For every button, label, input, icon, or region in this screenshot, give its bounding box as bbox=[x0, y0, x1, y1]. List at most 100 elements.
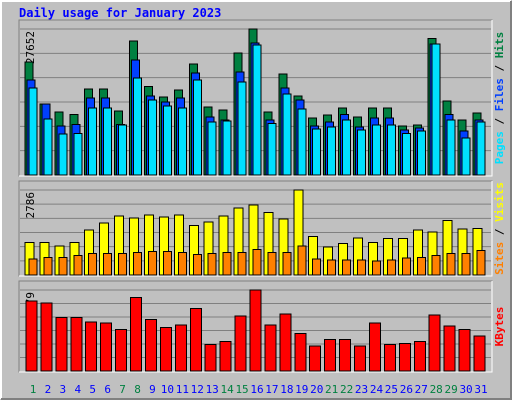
x-tick-label: 25 bbox=[385, 383, 398, 396]
x-tick-label: 29 bbox=[445, 383, 458, 396]
bar bbox=[354, 345, 367, 372]
legend-entry: Files bbox=[493, 78, 506, 111]
bar bbox=[297, 245, 307, 276]
bar bbox=[70, 317, 83, 372]
bar bbox=[252, 249, 262, 276]
bar bbox=[207, 121, 217, 176]
bar bbox=[357, 129, 367, 176]
bar bbox=[431, 254, 441, 276]
bar bbox=[204, 343, 217, 372]
legend-separator: / bbox=[493, 111, 506, 131]
bar bbox=[312, 128, 322, 176]
bar bbox=[473, 335, 486, 372]
x-tick-label: 10 bbox=[161, 383, 174, 396]
x-tick-label: 17 bbox=[265, 383, 278, 396]
bar bbox=[282, 93, 292, 176]
x-tick-label: 15 bbox=[235, 383, 248, 396]
bar bbox=[73, 254, 83, 276]
bar bbox=[401, 257, 411, 276]
x-tick-label: 13 bbox=[206, 383, 219, 396]
bar bbox=[294, 332, 307, 372]
y-max-label: 27652 bbox=[24, 31, 37, 64]
y-max-label: 2786 bbox=[24, 192, 37, 219]
panel-bevel bbox=[19, 20, 493, 177]
bar bbox=[73, 132, 83, 176]
x-tick-label: 7 bbox=[119, 383, 126, 396]
x-tick-label: 18 bbox=[280, 383, 293, 396]
bar bbox=[147, 99, 157, 176]
bar bbox=[28, 258, 38, 276]
bar bbox=[309, 345, 322, 372]
bar bbox=[368, 322, 381, 372]
bar bbox=[55, 317, 68, 372]
bar bbox=[118, 124, 128, 176]
bar bbox=[130, 296, 143, 372]
x-tick-label: 24 bbox=[370, 383, 384, 396]
bar bbox=[264, 324, 277, 372]
x-tick-label: 16 bbox=[250, 383, 263, 396]
bar bbox=[40, 302, 53, 372]
bar bbox=[401, 132, 411, 176]
bar bbox=[279, 313, 292, 372]
bar bbox=[342, 259, 352, 276]
legend-entry: Visits bbox=[493, 182, 506, 222]
x-tick-label: 5 bbox=[89, 383, 96, 396]
x-tick-label: 26 bbox=[400, 383, 413, 396]
bar bbox=[458, 329, 471, 372]
bar bbox=[413, 341, 426, 372]
legend: Sites / Visits bbox=[493, 182, 506, 275]
bar bbox=[324, 339, 337, 372]
bar bbox=[219, 341, 232, 372]
bar bbox=[398, 342, 411, 372]
bar bbox=[267, 122, 277, 176]
bar bbox=[133, 77, 143, 176]
legend: Pages / Files / Hits bbox=[493, 32, 506, 165]
bar bbox=[88, 107, 98, 176]
x-tick-label: 2 bbox=[45, 383, 52, 396]
bar bbox=[461, 137, 471, 176]
bar bbox=[58, 133, 68, 176]
bar bbox=[428, 314, 441, 372]
x-tick-label: 22 bbox=[340, 383, 353, 396]
x-tick-label: 30 bbox=[459, 383, 472, 396]
legend-entry: Sites bbox=[493, 242, 506, 275]
bar bbox=[25, 300, 38, 372]
legend-entry: Hits bbox=[493, 32, 506, 59]
bar bbox=[252, 44, 262, 176]
bar bbox=[177, 252, 187, 276]
bar bbox=[222, 252, 232, 276]
bar bbox=[416, 256, 426, 276]
bar bbox=[103, 107, 113, 176]
bar bbox=[177, 107, 187, 176]
bar bbox=[386, 259, 396, 276]
bar bbox=[461, 253, 471, 276]
bar bbox=[446, 253, 456, 276]
bar bbox=[43, 256, 53, 276]
bar bbox=[159, 327, 172, 372]
bar bbox=[28, 87, 38, 176]
bar bbox=[297, 108, 307, 176]
bar bbox=[371, 260, 381, 276]
panel-bevel bbox=[19, 181, 493, 277]
bar bbox=[58, 256, 68, 276]
x-tick-label: 28 bbox=[430, 383, 443, 396]
x-tick-label: 1 bbox=[30, 383, 37, 396]
bar bbox=[88, 253, 98, 276]
bar bbox=[312, 258, 322, 276]
x-tick-label: 6 bbox=[104, 383, 111, 396]
bar bbox=[476, 121, 486, 176]
x-tick-label: 14 bbox=[221, 383, 235, 396]
bar bbox=[162, 251, 172, 276]
bar bbox=[476, 250, 486, 276]
x-tick-label: 9 bbox=[149, 383, 156, 396]
bar bbox=[100, 322, 113, 372]
bar bbox=[237, 252, 247, 276]
bar bbox=[144, 318, 157, 372]
bar bbox=[207, 253, 217, 276]
bar bbox=[446, 119, 456, 176]
bar bbox=[339, 339, 352, 372]
bar bbox=[249, 289, 262, 372]
bar bbox=[222, 120, 232, 176]
